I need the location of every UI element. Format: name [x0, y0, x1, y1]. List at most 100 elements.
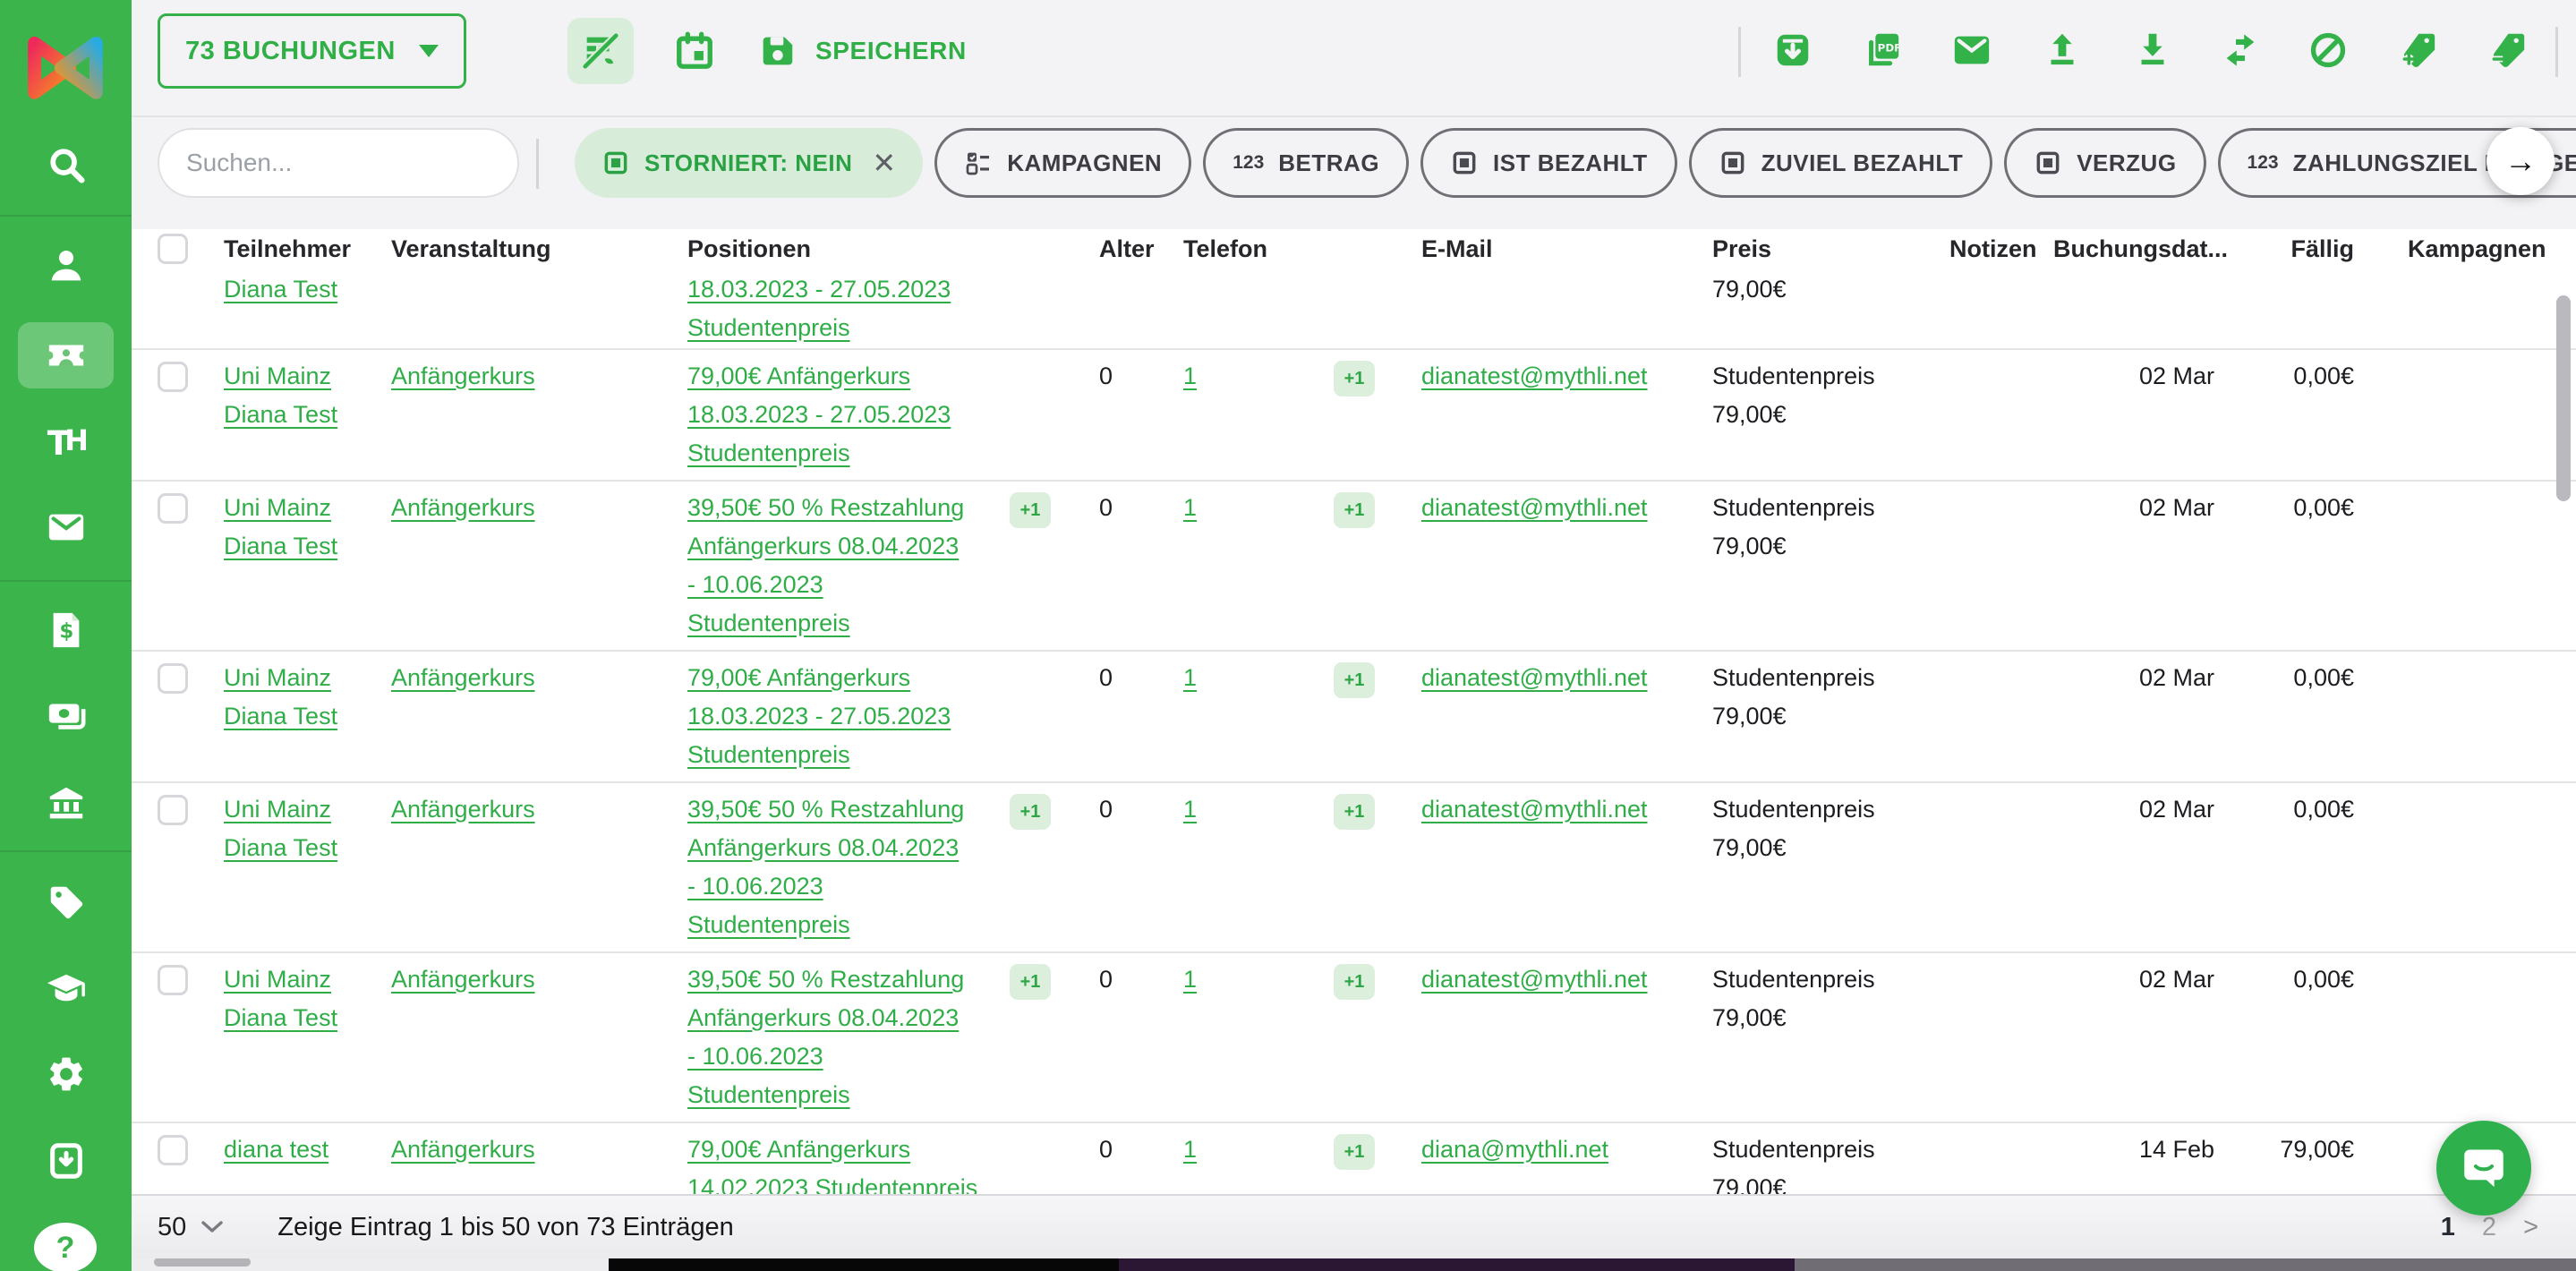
event-link[interactable]: Anfängerkurs — [391, 796, 535, 823]
next-page-button[interactable]: > — [2523, 1212, 2538, 1241]
position-link[interactable]: 39,50€ 50 % Restzahlung — [687, 796, 965, 823]
phone-link[interactable]: 1 — [1183, 966, 1198, 993]
page-2-button[interactable]: 2 — [2481, 1212, 2497, 1241]
event-link[interactable]: Anfängerkurs — [391, 966, 535, 993]
participant-link[interactable]: Diana Test — [224, 276, 338, 303]
position-link[interactable]: Anfängerkurs 08.04.2023 — [687, 533, 960, 559]
phone-link[interactable]: 1 — [1183, 363, 1198, 389]
select-all-checkbox[interactable] — [158, 234, 188, 264]
email-link[interactable]: dianatest@mythli.net — [1421, 494, 1648, 521]
participant-link[interactable]: Uni Mainz — [224, 363, 332, 389]
participant-link[interactable]: Uni Mainz — [224, 664, 332, 691]
archive-down-button[interactable] — [1772, 30, 1813, 71]
participant-link[interactable]: diana test — [224, 1136, 329, 1163]
position-link[interactable]: 39,50€ 50 % Restzahlung — [687, 494, 965, 521]
row-checkbox[interactable] — [158, 663, 188, 694]
participant-link[interactable]: Uni Mainz — [224, 966, 332, 993]
table-off-toggle-button[interactable] — [567, 18, 634, 84]
participant-link[interactable]: Diana Test — [224, 533, 338, 559]
position-link[interactable]: 18.03.2023 - 27.05.2023 — [687, 401, 951, 428]
row-checkbox[interactable] — [158, 795, 188, 825]
cancel-booking-button[interactable] — [2307, 30, 2349, 71]
close-x-icon[interactable]: ✕ — [872, 147, 897, 179]
participant-link[interactable]: Diana Test — [224, 834, 338, 861]
position-link[interactable]: 79,00€ Anfängerkurs — [687, 664, 911, 691]
sidebar-item-bookings[interactable] — [0, 323, 132, 388]
email-link[interactable]: dianatest@mythli.net — [1421, 966, 1648, 993]
sidebar-item-courses[interactable]: T H — [0, 410, 132, 474]
sidebar-item-invoices[interactable]: $ — [0, 598, 132, 662]
sidebar-item-search[interactable] — [0, 132, 132, 197]
horizontal-scrollbar[interactable] — [154, 1258, 251, 1267]
phone-link[interactable]: 1 — [1183, 664, 1198, 691]
position-link[interactable]: Studentenpreis — [687, 439, 850, 466]
event-link[interactable]: Anfängerkurs — [391, 363, 535, 389]
position-link[interactable]: 39,50€ 50 % Restzahlung — [687, 966, 965, 993]
phone-link[interactable]: 1 — [1183, 1136, 1198, 1163]
filter-chip-verzug[interactable]: VERZUG — [2004, 128, 2206, 198]
bookings-count-dropdown[interactable]: 73 BUCHUNGEN — [158, 13, 466, 89]
filter-chip-kampagnen[interactable]: KAMPAGNEN — [934, 128, 1192, 198]
row-checkbox[interactable] — [158, 493, 188, 524]
page-1-button[interactable]: 1 — [2440, 1212, 2455, 1241]
participant-link[interactable]: Diana Test — [224, 1004, 338, 1031]
email-link[interactable]: diana@mythli.net — [1421, 1136, 1609, 1163]
position-link[interactable]: Studentenpreis — [687, 911, 850, 938]
position-link[interactable]: 18.03.2023 - 27.05.2023 — [687, 276, 951, 303]
position-link[interactable]: 18.03.2023 - 27.05.2023 — [687, 703, 951, 729]
search-input[interactable] — [186, 149, 509, 177]
event-link[interactable]: Anfängerkurs — [391, 1136, 535, 1163]
chat-widget-button[interactable] — [2436, 1121, 2531, 1216]
filter-chip-zuviel-bezahlt[interactable]: ZUVIEL BEZAHLT — [1688, 128, 1993, 198]
row-checkbox[interactable] — [158, 1135, 188, 1165]
position-link[interactable]: - 10.06.2023 — [687, 571, 823, 598]
upload-button[interactable] — [2042, 30, 2083, 71]
calendar-button[interactable] — [674, 30, 715, 72]
participant-link[interactable]: Diana Test — [224, 703, 338, 729]
filter-chip-betrag[interactable]: 123 BETRAG — [1203, 128, 1410, 198]
add-tag-button[interactable] — [2398, 30, 2439, 71]
sidebar-item-tags[interactable] — [0, 870, 132, 934]
position-link[interactable]: Studentenpreis — [687, 1081, 850, 1108]
participant-link[interactable]: Uni Mainz — [224, 494, 332, 521]
sidebar-item-mail[interactable] — [0, 495, 132, 559]
send-mail-button[interactable] — [1951, 30, 1992, 71]
position-link[interactable]: 79,00€ Anfängerkurs — [687, 363, 911, 389]
event-link[interactable]: Anfängerkurs — [391, 664, 535, 691]
participant-link[interactable]: Diana Test — [224, 401, 338, 428]
sidebar-item-app-download[interactable] — [0, 1129, 132, 1193]
position-link[interactable]: 79,00€ Anfängerkurs — [687, 1136, 911, 1163]
page-size-dropdown[interactable]: 50 — [158, 1213, 224, 1242]
filter-chip-storniert[interactable]: STORNIERT: NEIN ✕ — [575, 128, 924, 198]
save-button[interactable]: SPEICHERN — [756, 18, 967, 84]
sidebar-item-bank[interactable] — [0, 770, 132, 834]
sidebar-item-education[interactable] — [0, 957, 132, 1021]
email-link[interactable]: dianatest@mythli.net — [1421, 796, 1648, 823]
email-link[interactable]: dianatest@mythli.net — [1421, 363, 1648, 389]
participant-link[interactable]: Uni Mainz — [224, 796, 332, 823]
mythli-logo[interactable] — [16, 27, 115, 104]
download-button[interactable] — [2132, 30, 2173, 71]
position-link[interactable]: Studentenpreis — [687, 610, 850, 636]
phone-link[interactable]: 1 — [1183, 796, 1198, 823]
position-link[interactable]: - 10.06.2023 — [687, 873, 823, 900]
position-link[interactable]: - 10.06.2023 — [687, 1043, 823, 1070]
sidebar-item-settings[interactable] — [0, 1042, 132, 1106]
phone-link[interactable]: 1 — [1183, 494, 1198, 521]
filter-chip-ist-bezahlt[interactable]: IST BEZAHLT — [1420, 128, 1677, 198]
remove-tag-button[interactable] — [2487, 30, 2529, 71]
scroll-filters-right-button[interactable]: → — [2486, 127, 2555, 195]
position-link[interactable]: Anfängerkurs 08.04.2023 — [687, 1004, 960, 1031]
row-checkbox[interactable] — [158, 965, 188, 995]
pdf-export-button[interactable]: PDF — [1862, 30, 1903, 71]
position-link[interactable]: 14.02.2023 Studentenpreis — [687, 1174, 978, 1194]
position-link[interactable]: Studentenpreis — [687, 741, 850, 768]
row-checkbox[interactable] — [158, 362, 188, 392]
transfer-button[interactable] — [2220, 30, 2261, 71]
event-link[interactable]: Anfängerkurs — [391, 494, 535, 521]
position-link[interactable]: Studentenpreis — [687, 314, 850, 341]
email-link[interactable]: dianatest@mythli.net — [1421, 664, 1648, 691]
sidebar-item-payments[interactable] — [0, 683, 132, 747]
sidebar-item-participants[interactable] — [0, 235, 132, 299]
help-button[interactable]: ? — [34, 1223, 97, 1271]
